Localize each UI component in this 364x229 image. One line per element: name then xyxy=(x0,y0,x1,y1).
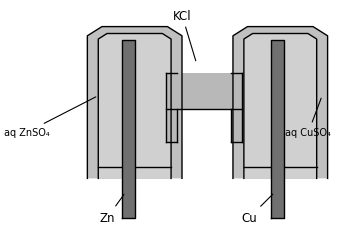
Text: KCl: KCl xyxy=(173,10,196,61)
Polygon shape xyxy=(233,27,328,179)
Polygon shape xyxy=(166,73,242,110)
Polygon shape xyxy=(244,34,317,179)
Polygon shape xyxy=(87,27,182,179)
Polygon shape xyxy=(231,73,242,142)
Polygon shape xyxy=(122,41,135,218)
Polygon shape xyxy=(166,73,177,142)
Text: aq ZnSO₄: aq ZnSO₄ xyxy=(4,98,96,138)
Text: aq CuSO₄: aq CuSO₄ xyxy=(285,99,331,138)
Text: Cu: Cu xyxy=(241,194,273,224)
Polygon shape xyxy=(271,41,284,218)
Text: Zn: Zn xyxy=(100,195,124,224)
Polygon shape xyxy=(98,34,171,179)
